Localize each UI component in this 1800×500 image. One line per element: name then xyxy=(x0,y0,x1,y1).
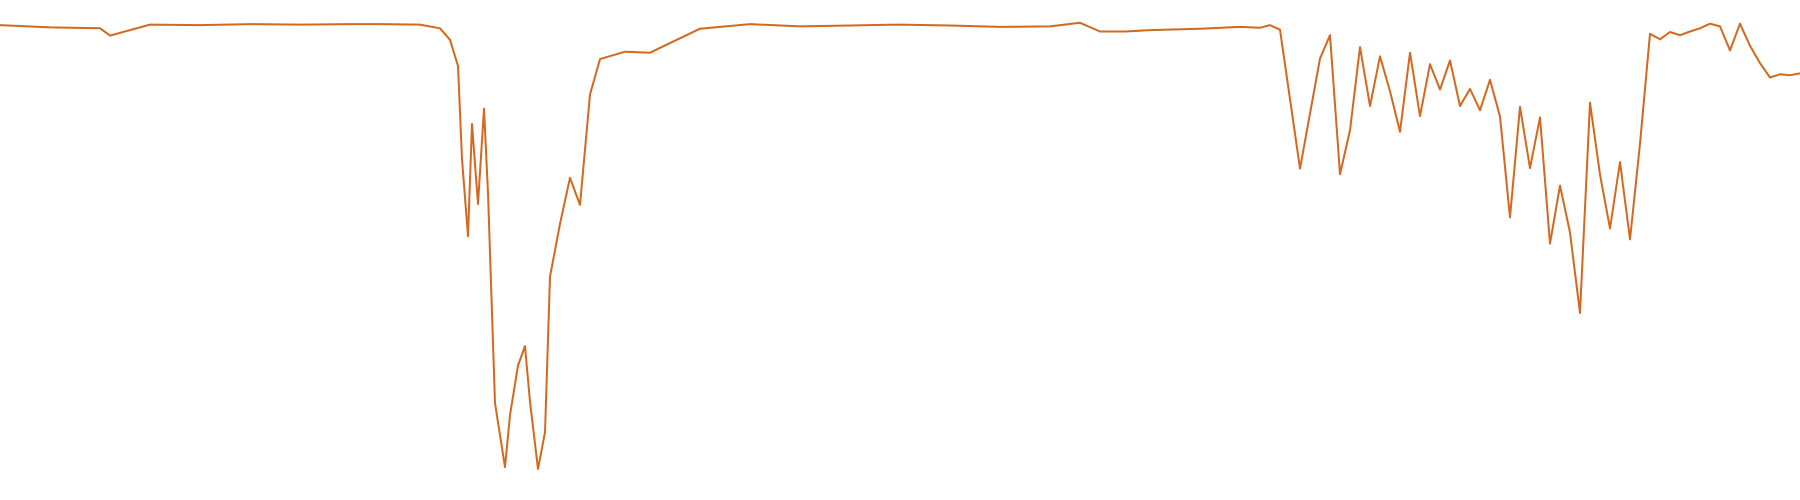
plot-area xyxy=(0,21,1800,470)
series-line-0 xyxy=(0,21,1800,470)
